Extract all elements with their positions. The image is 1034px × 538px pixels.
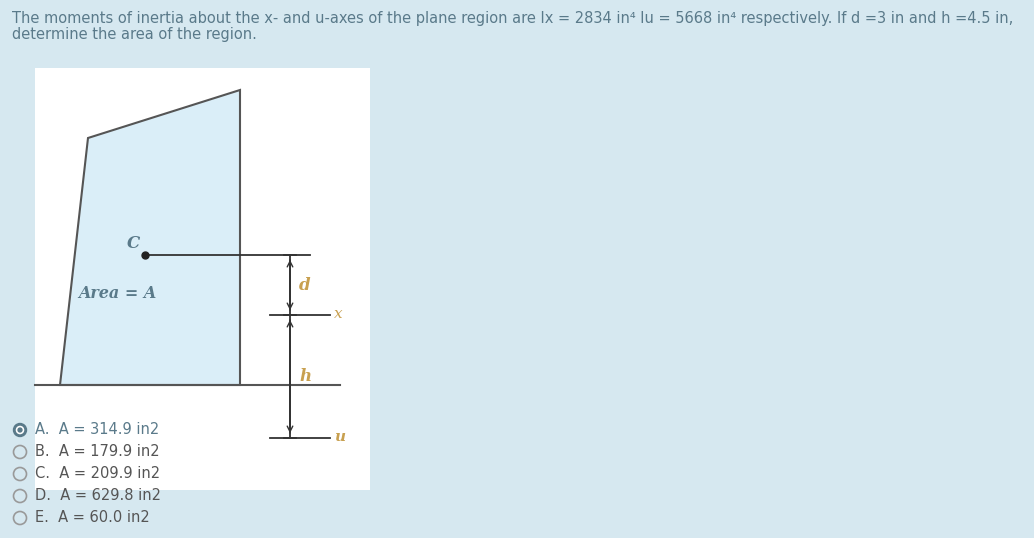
Text: d: d (299, 277, 310, 294)
Text: u: u (334, 430, 345, 444)
Circle shape (13, 423, 27, 436)
Bar (35, 68, 370, 490)
Text: The moments of inertia about the x- and u-axes of the plane region are Ix = 2834: The moments of inertia about the x- and … (12, 11, 1013, 26)
Circle shape (17, 427, 24, 434)
Circle shape (18, 428, 22, 432)
Text: E.  A = 60.0 in2: E. A = 60.0 in2 (35, 511, 150, 526)
Text: C.  A = 209.9 in2: C. A = 209.9 in2 (35, 466, 160, 482)
Polygon shape (60, 90, 240, 385)
Text: x: x (334, 307, 342, 321)
Text: determine the area of the region.: determine the area of the region. (12, 27, 256, 42)
Text: C: C (127, 235, 140, 252)
Text: B.  A = 179.9 in2: B. A = 179.9 in2 (35, 444, 159, 459)
Text: D.  A = 629.8 in2: D. A = 629.8 in2 (35, 489, 161, 504)
Text: Area = A: Area = A (78, 285, 156, 301)
Text: h: h (299, 368, 311, 385)
Text: A.  A = 314.9 in2: A. A = 314.9 in2 (35, 422, 159, 437)
